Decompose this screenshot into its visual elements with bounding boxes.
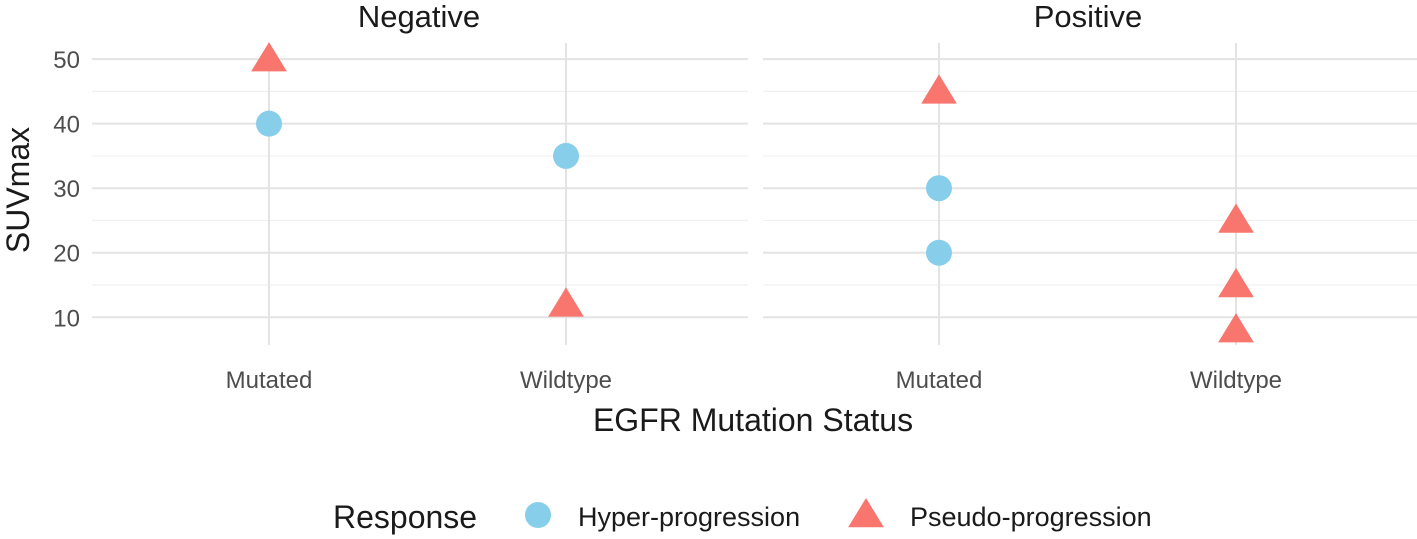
data-point-hyper — [926, 175, 952, 202]
data-point-pseudo — [251, 42, 287, 72]
data-point-pseudo — [1218, 313, 1254, 343]
y-tick-label: 40 — [53, 112, 80, 139]
facet-title: Negative — [358, 0, 480, 34]
data-point-hyper — [553, 142, 579, 169]
facet-title: Positive — [1034, 0, 1143, 34]
legend-entries: Hyper-progression Pseudo-progression — [525, 498, 1152, 532]
x-tick-label: Wildtype — [1190, 367, 1282, 394]
facet-panel-negative: Negative Mutated Wildtype — [92, 0, 748, 394]
minor-gridlines — [92, 90, 748, 286]
y-tick-label: 10 — [53, 305, 80, 332]
x-tick-label: Wildtype — [520, 367, 612, 394]
legend: Response Hyper-progression Pseudo-progres… — [333, 498, 1152, 535]
legend-label: Hyper-progression — [578, 502, 800, 532]
y-tick-label: 30 — [53, 176, 80, 203]
y-axis-title: SUVmax — [0, 127, 36, 253]
y-tick-label: 20 — [53, 241, 80, 268]
data-points — [251, 42, 584, 317]
legend-entry: Hyper-progression — [525, 502, 800, 532]
data-point-pseudo — [548, 287, 584, 317]
x-tick-label: Mutated — [896, 367, 983, 394]
legend-entry: Pseudo-progression — [848, 498, 1152, 532]
facet-panel-positive: Positive Mutated Wildtype — [763, 0, 1417, 394]
legend-key-circle — [525, 502, 551, 528]
data-point-hyper — [256, 110, 282, 137]
data-point-hyper — [926, 239, 952, 266]
facet-panels: Negative Mutated Wildtype Positive Mutated Wi… — [92, 0, 1417, 394]
x-axis-title: EGFR Mutation Status — [593, 402, 913, 438]
legend-key-triangle — [848, 498, 884, 528]
data-point-pseudo — [921, 74, 957, 104]
y-tick-label: 50 — [53, 47, 80, 74]
y-axis-tick-labels: 10 20 30 40 50 — [53, 47, 80, 332]
legend-title: Response — [333, 499, 477, 535]
major-gridlines — [92, 43, 748, 345]
data-points — [921, 74, 1254, 343]
major-gridlines — [763, 43, 1417, 345]
data-point-pseudo — [1218, 203, 1254, 233]
legend-label: Pseudo-progression — [910, 502, 1152, 532]
x-tick-label: Mutated — [226, 367, 313, 394]
data-point-pseudo — [1218, 267, 1254, 298]
minor-gridlines — [763, 90, 1417, 286]
